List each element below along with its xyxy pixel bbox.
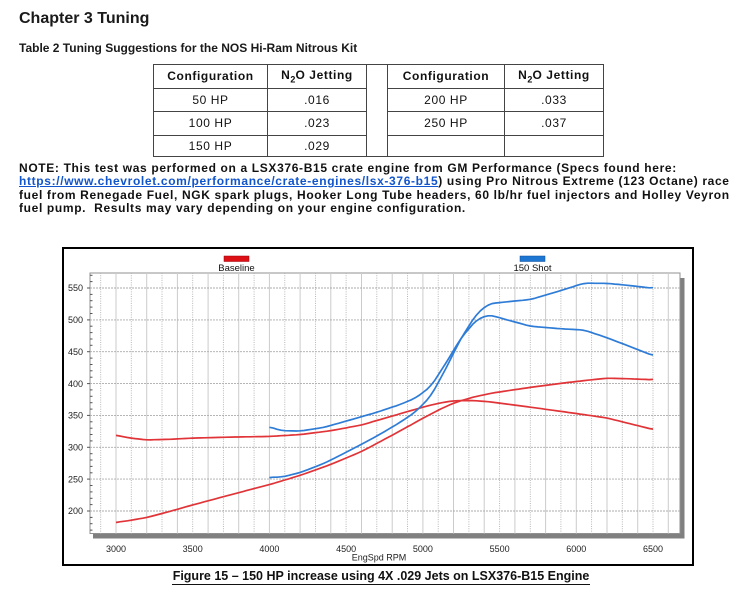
svg-text:5000: 5000 (413, 544, 433, 554)
svg-text:150 Shot: 150 Shot (513, 263, 551, 274)
svg-text:EngSpd RPM: EngSpd RPM (352, 553, 407, 563)
svg-text:4500: 4500 (336, 544, 356, 554)
svg-text:300: 300 (68, 443, 83, 453)
svg-text:5500: 5500 (490, 544, 510, 554)
svg-text:250: 250 (68, 474, 83, 484)
svg-text:3000: 3000 (106, 544, 126, 554)
svg-text:550: 550 (68, 283, 83, 293)
svg-text:400: 400 (68, 379, 83, 389)
svg-text:Baseline: Baseline (218, 263, 254, 274)
svg-text:6500: 6500 (643, 544, 663, 554)
svg-text:500: 500 (68, 315, 83, 325)
svg-text:450: 450 (68, 347, 83, 357)
svg-text:3500: 3500 (183, 544, 203, 554)
svg-text:6000: 6000 (566, 544, 586, 554)
svg-text:350: 350 (68, 411, 83, 421)
svg-text:200: 200 (68, 506, 83, 516)
svg-text:4000: 4000 (259, 544, 279, 554)
